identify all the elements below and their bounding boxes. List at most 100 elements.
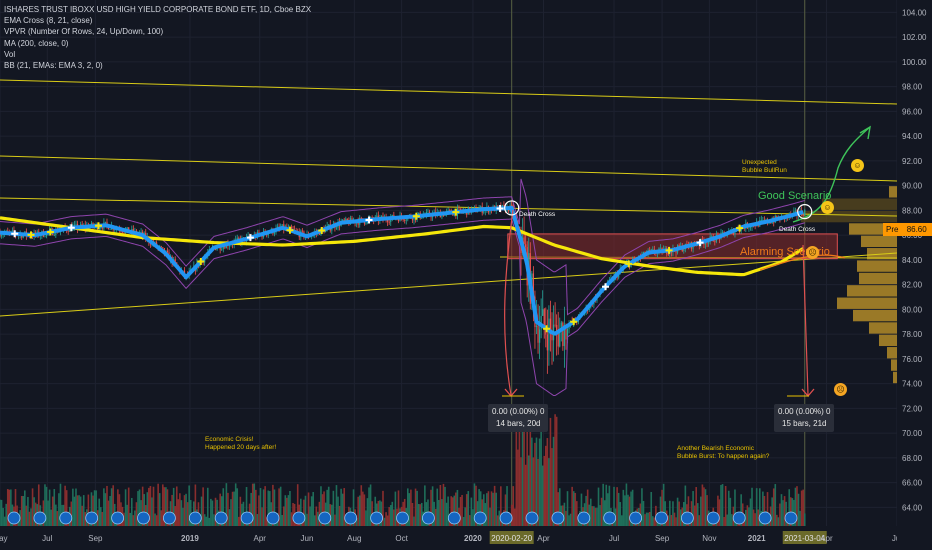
volume-bar <box>692 491 694 526</box>
volume-bar <box>245 487 248 526</box>
signal-marker <box>162 511 176 525</box>
volume-bar <box>158 493 161 526</box>
death-cross-circle <box>797 204 813 220</box>
volume-bar <box>608 485 611 526</box>
crash-arrow-1 <box>504 209 514 396</box>
crisis-annotation: Economic Crisis! Happened 20 days after! <box>205 436 276 452</box>
volume-bar <box>630 491 632 526</box>
candle-body <box>449 210 451 212</box>
y-tick-label: 104.00 <box>902 8 927 17</box>
volume-bar <box>565 510 567 526</box>
volume-bar <box>489 507 491 526</box>
volume-bar <box>284 495 287 526</box>
signal-marker <box>7 511 21 525</box>
bubble-annotation: Another Bearish Economic Bubble Burst: T… <box>677 445 769 461</box>
candle-body <box>670 251 672 253</box>
volume-bar <box>219 493 221 526</box>
volume-bar <box>802 489 804 526</box>
volume-bar <box>64 485 66 526</box>
vpvr-bar <box>801 210 897 223</box>
signal-marker <box>292 511 306 525</box>
volume-bar <box>31 488 34 526</box>
cross-marker <box>601 283 609 291</box>
cross-marker <box>67 224 75 232</box>
worried-face-icon: ☹ <box>806 246 819 259</box>
angry-face-icon: ☹ <box>834 383 847 396</box>
candle-body <box>794 210 797 212</box>
volume-bar <box>106 485 108 526</box>
volume-bar <box>365 510 367 526</box>
candle-body <box>301 230 303 232</box>
cross-marker <box>452 208 460 216</box>
volume-bar <box>444 486 446 526</box>
candle-body <box>376 215 378 217</box>
candle-body <box>557 331 559 347</box>
volume-bar <box>228 509 231 526</box>
volume-bar <box>572 491 575 526</box>
volume-bar <box>296 484 299 526</box>
y-axis: 64.00 66.00 68.00 70.00 72.00 74.00 76.00 78.00… <box>897 0 932 550</box>
volume-bar <box>762 491 764 526</box>
volume-bar <box>521 423 524 526</box>
volume-bar <box>551 448 553 526</box>
volume-bar <box>110 488 113 526</box>
y-tick-label: 88.00 <box>902 206 923 215</box>
volume-bar <box>394 491 397 526</box>
candle-body <box>554 324 556 326</box>
volume-bar <box>644 514 646 526</box>
volume-bar <box>648 511 651 526</box>
x-tick-label: 2019 <box>181 534 199 543</box>
candle-body <box>421 217 423 219</box>
signal-marker <box>111 511 124 525</box>
death-cross-label-2: Death Cross <box>779 226 816 233</box>
volume-bar <box>362 491 364 526</box>
unexpected-line-1: Unexpected <box>742 159 777 166</box>
volume-bar <box>341 493 344 526</box>
volume-bar <box>441 499 443 526</box>
volume-bar <box>576 501 578 526</box>
cross-marker <box>412 212 420 220</box>
volume-bar <box>552 436 555 526</box>
signal-marker <box>551 511 565 525</box>
vpvr-bar <box>861 235 897 248</box>
cross-marker <box>696 239 704 247</box>
volume-bar <box>138 489 141 526</box>
volume-bar <box>152 486 155 526</box>
volume-bar <box>306 513 308 526</box>
cross-marker <box>27 231 35 239</box>
measure-1-change: 0.00 (0.00%) 0 <box>492 407 545 416</box>
volume-bar <box>622 489 625 526</box>
volume-bar <box>748 507 750 526</box>
volume-bar <box>380 501 383 526</box>
volume-bar <box>157 483 159 526</box>
volume-bar <box>287 495 290 526</box>
candle-body <box>760 220 762 221</box>
volume-bar <box>436 488 439 526</box>
y-tick-label: 98.00 <box>902 83 923 92</box>
volume-bar <box>318 501 321 526</box>
unexpected-line-2: Bubble BullRun <box>742 167 787 174</box>
volume-bar <box>189 500 192 526</box>
volume-bar <box>290 512 293 526</box>
signal-marker <box>33 511 47 525</box>
signal-marker <box>447 511 461 525</box>
candle-body <box>222 245 224 249</box>
volume-bar <box>754 513 756 526</box>
volume-bar <box>475 485 477 526</box>
volume-bar <box>107 500 110 526</box>
volume-bar <box>589 498 592 526</box>
volume-bar <box>523 421 525 526</box>
ema-projection <box>509 206 539 324</box>
candle-body <box>427 211 429 213</box>
legend-title: ISHARES TRUST IBOXX USD HIGH YIELD CORPO… <box>4 5 312 14</box>
volume-bar <box>420 502 423 526</box>
volume-bar <box>729 497 732 526</box>
volume-bar <box>486 493 488 526</box>
legend-ema-cross: EMA Cross (8, 21, close) <box>4 16 93 26</box>
bottom-markers <box>7 511 798 525</box>
volume-bar <box>24 490 26 526</box>
volume-bar <box>673 512 676 526</box>
volume-bar <box>58 493 60 526</box>
volume-bar <box>541 465 544 526</box>
